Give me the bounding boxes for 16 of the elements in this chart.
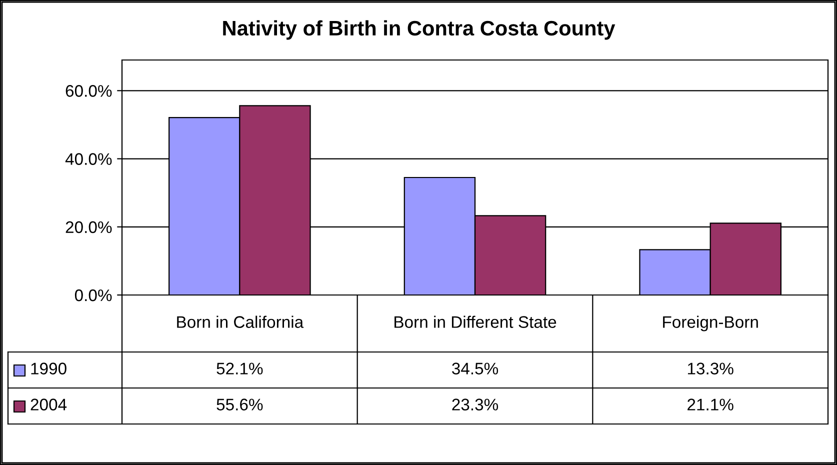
- x-tick-label: Born in California: [177, 316, 304, 328]
- data-label: 23.3%: [452, 398, 498, 410]
- y-tick-label: 20.0%: [66, 221, 112, 234]
- data-label: 55.6%: [216, 398, 263, 410]
- chart-title: Nativity of Birth in Contra Costa County: [223, 20, 616, 40]
- y-tick-label: 0.0%: [74, 289, 112, 302]
- y-tick-label: 60.0%: [66, 85, 112, 97]
- y-tick-label: 40.0%: [65, 153, 112, 165]
- legend-label: 1990: [31, 362, 66, 374]
- data-label: 52.1%: [216, 362, 263, 374]
- data-label: 34.5%: [452, 362, 498, 374]
- x-tick-label: Born in Different State: [394, 316, 556, 328]
- data-label: 21.1%: [688, 398, 734, 410]
- legend-label: 2004: [30, 398, 67, 410]
- x-tick-label: Foreign-Born: [663, 316, 758, 332]
- data-label: 13.3%: [688, 362, 734, 374]
